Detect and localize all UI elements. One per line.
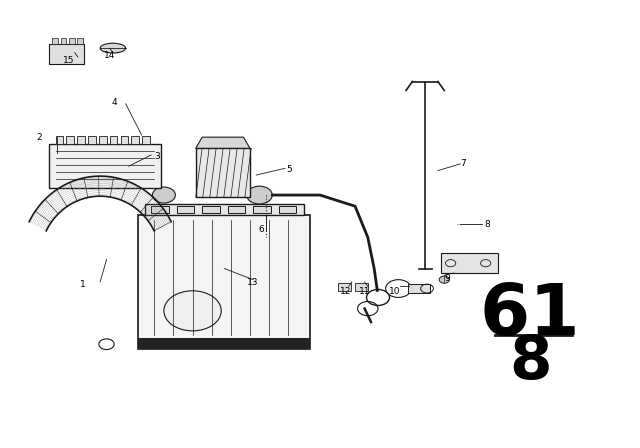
Bar — [151, 206, 169, 213]
Bar — [131, 136, 139, 144]
Bar — [69, 39, 75, 44]
Text: 8: 8 — [484, 220, 490, 229]
Bar — [278, 206, 296, 213]
Text: 11: 11 — [359, 287, 371, 296]
Text: 4: 4 — [112, 99, 118, 108]
Text: 5: 5 — [287, 165, 292, 174]
Bar — [441, 253, 499, 273]
Polygon shape — [196, 137, 250, 148]
Text: 12: 12 — [340, 287, 351, 296]
Text: 15: 15 — [63, 56, 74, 65]
Bar — [138, 337, 310, 349]
Text: 2: 2 — [37, 133, 42, 142]
Bar — [120, 136, 128, 144]
Bar — [56, 136, 63, 144]
Bar — [67, 136, 74, 144]
Text: 14: 14 — [104, 51, 115, 60]
Bar — [49, 44, 84, 64]
Text: 13: 13 — [247, 278, 259, 287]
Bar — [253, 206, 271, 213]
Bar — [52, 39, 58, 44]
Bar — [88, 136, 96, 144]
Text: 3: 3 — [155, 152, 161, 161]
Bar — [202, 206, 220, 213]
Bar — [196, 148, 250, 197]
Bar — [77, 39, 83, 44]
Circle shape — [246, 186, 272, 204]
Text: 7: 7 — [461, 159, 467, 168]
Bar — [77, 136, 85, 144]
Bar — [138, 215, 310, 349]
Text: 1: 1 — [80, 280, 86, 289]
Bar — [109, 136, 117, 144]
Bar — [355, 283, 368, 291]
Bar — [145, 204, 304, 215]
Circle shape — [439, 276, 449, 283]
Bar — [177, 206, 195, 213]
Bar — [61, 39, 67, 44]
Text: 8: 8 — [509, 332, 552, 392]
Text: 6: 6 — [259, 225, 264, 234]
Text: 9: 9 — [445, 274, 451, 283]
Text: 61: 61 — [480, 281, 580, 350]
Circle shape — [164, 291, 221, 331]
Bar — [228, 206, 246, 213]
Bar — [49, 144, 161, 188]
Text: 10: 10 — [389, 287, 400, 296]
Bar — [99, 136, 106, 144]
Circle shape — [152, 187, 175, 203]
Bar — [142, 136, 150, 144]
Bar — [338, 283, 351, 291]
Ellipse shape — [100, 43, 125, 53]
Bar — [408, 284, 430, 293]
